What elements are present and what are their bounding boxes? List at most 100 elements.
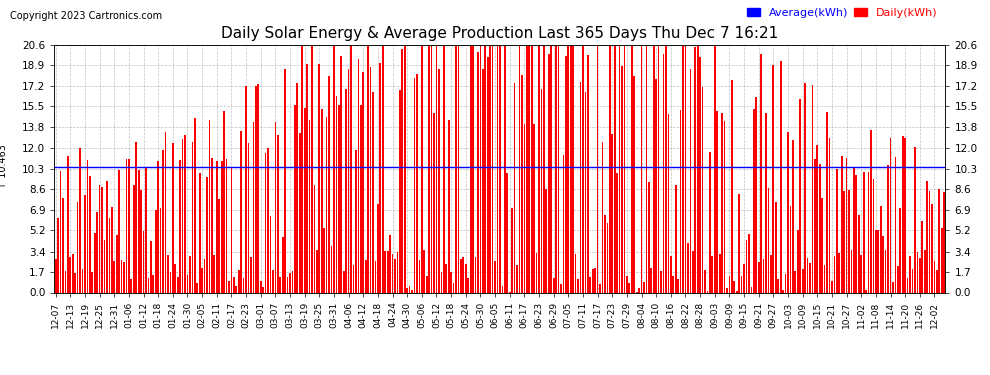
Bar	[511, 208, 513, 292]
Bar	[739, 194, 741, 292]
Bar	[714, 46, 716, 292]
Bar	[81, 269, 83, 292]
Bar	[892, 282, 894, 292]
Bar	[255, 86, 256, 292]
Bar	[922, 221, 923, 292]
Bar	[792, 140, 794, 292]
Bar	[57, 218, 59, 292]
Bar	[807, 258, 809, 292]
Bar	[497, 46, 498, 292]
Bar	[374, 261, 376, 292]
Bar	[191, 142, 193, 292]
Bar	[937, 270, 938, 292]
Bar	[895, 157, 896, 292]
Bar	[629, 282, 631, 292]
Bar	[843, 191, 845, 292]
Bar	[355, 150, 356, 292]
Bar	[814, 159, 816, 292]
Bar	[336, 96, 338, 292]
Bar	[182, 138, 183, 292]
Bar	[582, 46, 584, 292]
Bar	[534, 124, 535, 292]
Bar	[741, 276, 742, 292]
Bar	[434, 113, 435, 292]
Bar	[604, 214, 606, 292]
Bar	[159, 209, 161, 292]
Bar	[547, 54, 549, 292]
Bar	[111, 207, 113, 292]
Bar	[121, 261, 123, 292]
Bar	[717, 111, 718, 292]
Bar	[184, 135, 186, 292]
Bar	[645, 46, 647, 292]
Bar	[272, 270, 274, 292]
Bar	[377, 204, 379, 292]
Bar	[479, 46, 481, 292]
Bar	[306, 64, 308, 292]
Bar	[482, 69, 484, 292]
Bar	[829, 138, 831, 292]
Bar	[392, 254, 393, 292]
Bar	[799, 99, 801, 292]
Bar	[562, 155, 564, 292]
Bar	[54, 259, 56, 292]
Bar	[932, 204, 933, 292]
Bar	[865, 290, 867, 292]
Bar	[919, 258, 921, 292]
Bar	[667, 114, 669, 292]
Bar	[519, 46, 521, 292]
Bar	[238, 270, 240, 292]
Bar	[341, 56, 343, 292]
Bar	[870, 129, 872, 292]
Bar	[94, 233, 96, 292]
Bar	[794, 271, 796, 292]
Bar	[887, 165, 889, 292]
Bar	[287, 277, 288, 292]
Bar	[577, 279, 579, 292]
Bar	[545, 189, 547, 292]
Bar	[369, 67, 371, 292]
Bar	[236, 286, 238, 292]
Bar	[782, 290, 784, 292]
Bar	[580, 82, 581, 292]
Bar	[609, 46, 611, 292]
Bar	[419, 260, 420, 292]
Bar	[662, 54, 664, 292]
Bar	[707, 291, 708, 292]
Bar	[819, 164, 821, 292]
Bar	[177, 277, 178, 292]
Bar	[204, 259, 206, 292]
Bar	[541, 89, 543, 292]
Bar	[753, 109, 754, 292]
Bar	[762, 259, 764, 292]
Bar	[106, 181, 108, 292]
Title: Daily Solar Energy & Average Production Last 365 Days Thu Dec 7 16:21: Daily Solar Energy & Average Production …	[222, 26, 778, 41]
Bar	[565, 56, 566, 292]
Bar	[128, 159, 130, 292]
Bar	[294, 105, 296, 292]
Bar	[216, 161, 218, 292]
Bar	[394, 260, 396, 292]
Bar	[474, 257, 476, 292]
Bar	[777, 279, 779, 292]
Bar	[74, 273, 76, 292]
Bar	[817, 145, 818, 292]
Bar	[599, 284, 601, 292]
Bar	[902, 136, 904, 292]
Bar	[827, 112, 828, 292]
Bar	[141, 190, 142, 292]
Bar	[526, 46, 528, 292]
Bar	[675, 185, 676, 292]
Bar	[853, 167, 854, 292]
Bar	[572, 46, 574, 292]
Bar	[885, 250, 886, 292]
Bar	[324, 228, 325, 292]
Bar	[372, 92, 374, 292]
Bar	[148, 278, 149, 292]
Bar	[809, 264, 811, 292]
Bar	[929, 191, 931, 292]
Bar	[539, 46, 540, 292]
Bar	[760, 54, 762, 292]
Bar	[252, 122, 254, 292]
Bar	[867, 172, 869, 292]
